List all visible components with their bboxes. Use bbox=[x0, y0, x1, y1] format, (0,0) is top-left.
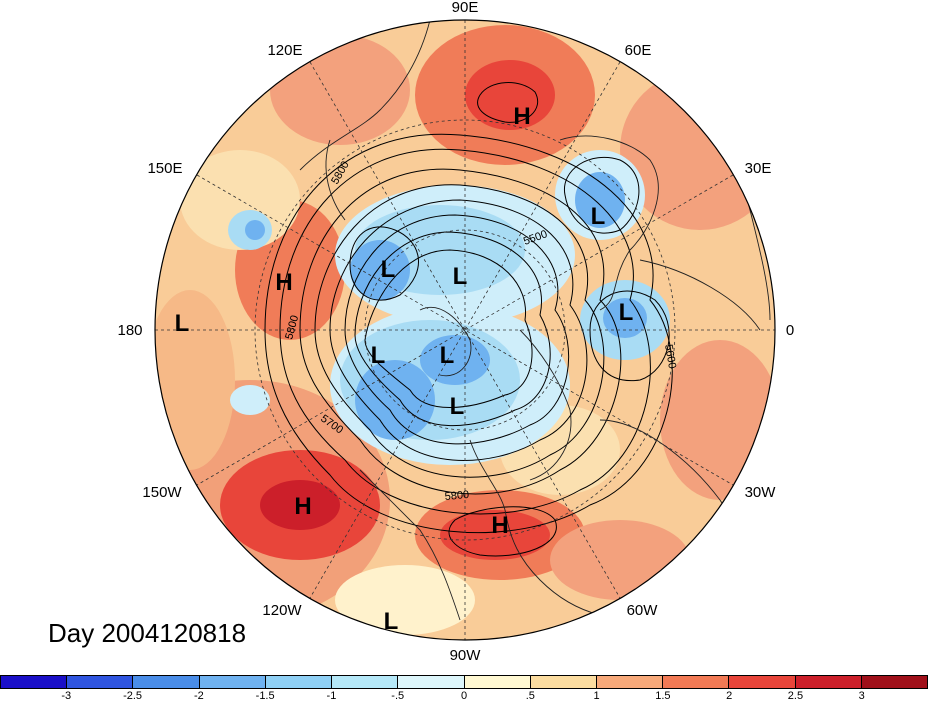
colorbar-tick-label: -2.5 bbox=[123, 690, 143, 702]
colorbar-tick-label: 3 bbox=[858, 690, 865, 702]
colorbar-tick-label: 1 bbox=[593, 690, 600, 702]
colorbar-swatch bbox=[398, 676, 465, 688]
lon-label-90e: 90E bbox=[452, 0, 479, 16]
lon-label-0: 0 bbox=[786, 322, 794, 339]
colorbar-swatch bbox=[1, 676, 68, 688]
lon-label-90w: 90W bbox=[450, 647, 482, 664]
map-boundary bbox=[154, 19, 776, 641]
colorbar-tick-label: -.5 bbox=[391, 690, 405, 702]
colorbar-tick-label: 0 bbox=[460, 690, 468, 702]
lon-label-60w: 60W bbox=[627, 602, 659, 619]
lon-label-30w: 30W bbox=[745, 484, 777, 501]
colorbar-swatch bbox=[67, 676, 134, 688]
colorbar-swatch bbox=[464, 676, 531, 688]
low-pressure-marker: L bbox=[381, 256, 396, 283]
colorbar-tick-label: -2 bbox=[193, 690, 204, 702]
colorbar-tick-label: 1.5 bbox=[655, 690, 671, 702]
pressure-centers: H H H H L L L L L L L L L L bbox=[175, 103, 634, 635]
colorbar-tick-label: 2 bbox=[726, 690, 733, 702]
graticule bbox=[155, 20, 775, 640]
colorbar-tick-label: -1 bbox=[326, 690, 337, 702]
day-title: Day 2004120818 bbox=[48, 618, 247, 648]
colorbar-tick-labels: -3 -2.5 -2 -1.5 -1 -.5 0 .5 1 1.5 2 2.5 3 bbox=[0, 690, 928, 702]
contour-label: 5600 bbox=[662, 343, 678, 369]
contour-label: 5800 bbox=[444, 489, 469, 503]
lon-label-120e: 120E bbox=[267, 42, 302, 59]
colorbar-swatch bbox=[795, 676, 862, 688]
high-pressure-marker: H bbox=[275, 269, 292, 296]
height-contours bbox=[264, 82, 673, 557]
colorbar-swatch bbox=[596, 676, 664, 688]
colorbar-swatch bbox=[133, 676, 200, 688]
lon-label-180: 180 bbox=[117, 322, 142, 339]
high-pressure-marker: H bbox=[491, 512, 508, 539]
low-pressure-marker: L bbox=[440, 342, 455, 369]
low-pressure-marker: L bbox=[175, 310, 190, 337]
low-pressure-marker: L bbox=[619, 299, 634, 326]
low-pressure-marker: L bbox=[371, 342, 386, 369]
high-pressure-marker: H bbox=[294, 493, 311, 520]
high-pressure-marker: H bbox=[513, 103, 530, 130]
lon-label-30e: 30E bbox=[745, 160, 772, 177]
colorbar-swatch bbox=[530, 676, 597, 688]
colorbar-tick-label: -3 bbox=[61, 690, 72, 702]
colorbar bbox=[0, 675, 928, 689]
low-pressure-marker: L bbox=[450, 393, 465, 420]
low-pressure-marker: L bbox=[384, 608, 399, 635]
colorbar-swatch bbox=[729, 676, 796, 688]
low-pressure-marker: L bbox=[591, 203, 606, 230]
lon-label-150w: 150W bbox=[142, 484, 182, 501]
lon-label-60e: 60E bbox=[625, 42, 652, 59]
colorbar-swatch bbox=[663, 676, 730, 688]
colorbar-swatch bbox=[265, 676, 333, 688]
lon-label-120w: 120W bbox=[262, 602, 302, 619]
longitude-labels: 90E 60E 30E 0 30W 60W 90W 120W 150W 180 … bbox=[117, 0, 794, 664]
colorbar-tick-label: .5 bbox=[525, 690, 535, 702]
colorbar-swatch bbox=[861, 676, 928, 688]
colorbar-swatch bbox=[199, 676, 266, 688]
colorbar-tick-label: -1.5 bbox=[255, 690, 275, 702]
lon-label-150e: 150E bbox=[147, 160, 182, 177]
colorbar-tick-label: 2.5 bbox=[787, 690, 804, 702]
colorbar-swatch bbox=[332, 676, 399, 688]
low-pressure-marker: L bbox=[453, 263, 468, 290]
